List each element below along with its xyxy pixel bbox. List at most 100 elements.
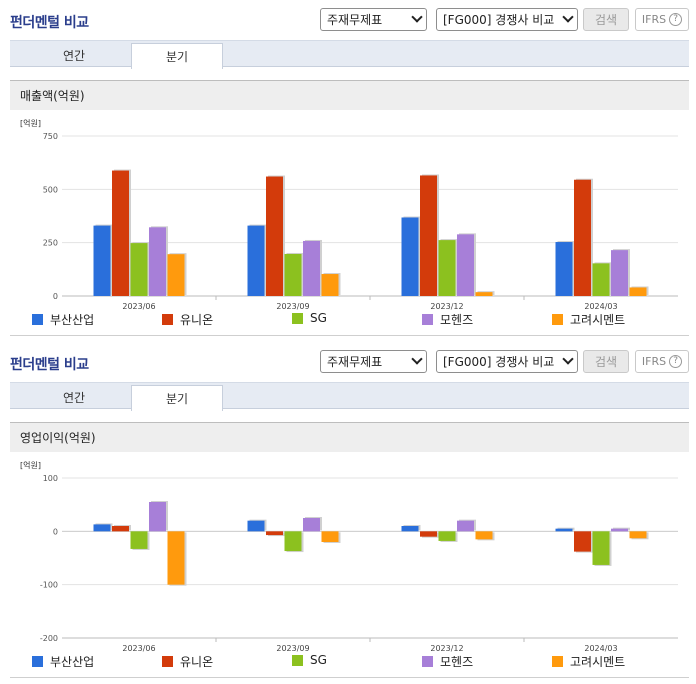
bar — [149, 502, 166, 532]
chart-header: 영업이익(억원) — [10, 422, 689, 452]
y-tick-label: 750 — [43, 132, 58, 141]
y-tick-label: -100 — [40, 581, 58, 590]
peer-select-value: [FG000] 경쟁사 비교 — [443, 355, 555, 369]
legend-item[interactable]: 고려시멘트 — [552, 311, 625, 328]
bar — [303, 518, 320, 532]
tab-annual[interactable]: 연간 — [62, 391, 86, 405]
legend-label: 고려시멘트 — [570, 655, 626, 669]
fundamental-section-revenue: 펀더멘털 비교 주재무제표 [FG000] 경쟁사 비교 검색 IFRS ? 연… — [10, 8, 689, 336]
fundamental-section-operating-profit: 펀더멘털 비교 주재무제표 [FG000] 경쟁사 비교 검색 IFRS ? 연… — [0, 342, 696, 684]
bar — [611, 250, 628, 296]
bar — [247, 225, 265, 296]
bar — [420, 531, 437, 537]
legend-label: 모헨즈 — [440, 655, 474, 669]
bar — [112, 170, 129, 296]
ifrs-label: IFRS — [641, 13, 667, 26]
bar — [149, 227, 166, 296]
legend-label: SG — [310, 311, 327, 325]
bar — [475, 531, 493, 540]
bar — [574, 531, 591, 552]
tab-quarterly[interactable]: 분기 — [131, 385, 223, 411]
chart-header: 매출액(억원) — [10, 80, 689, 110]
period-tabs: 연간 분기 — [10, 40, 689, 69]
legend-label: 고려시멘트 — [570, 313, 626, 327]
statement-select[interactable]: 주재무제표 — [320, 350, 427, 373]
bar — [93, 524, 111, 532]
y-tick-label: -200 — [40, 634, 58, 643]
legend-item[interactable]: SG — [292, 653, 327, 667]
bar — [303, 240, 320, 296]
section-title: 펀더멘털 비교 — [10, 357, 89, 373]
x-tick-label: 2024/03 — [584, 302, 617, 311]
bar — [130, 243, 148, 296]
x-tick-label: 2023/12 — [430, 644, 463, 653]
statement-select-value: 주재무제표 — [327, 13, 383, 27]
ifrs-label: IFRS — [641, 355, 667, 368]
legend-swatch — [32, 314, 43, 325]
x-tick-label: 2023/09 — [276, 644, 309, 653]
bar — [592, 531, 610, 565]
y-tick-label: 100 — [43, 474, 58, 483]
legend-item[interactable]: 유니온 — [162, 311, 213, 328]
bar — [93, 225, 111, 296]
legend-swatch — [292, 654, 303, 666]
search-button[interactable]: 검색 — [583, 8, 629, 31]
bar — [167, 254, 185, 296]
legend-item[interactable]: 부산산업 — [32, 653, 94, 670]
legend-label: 부산산업 — [50, 655, 95, 669]
legend-swatch — [162, 314, 173, 325]
bar — [475, 292, 493, 296]
statement-select[interactable]: 주재무제표 — [320, 8, 427, 31]
legend-swatch — [552, 656, 563, 667]
bar — [401, 217, 419, 296]
bar — [438, 240, 456, 296]
bar — [438, 531, 456, 541]
bar — [284, 531, 302, 552]
legend-swatch — [292, 312, 303, 324]
divider — [10, 335, 689, 336]
tab-quarterly[interactable]: 분기 — [131, 43, 223, 69]
y-tick-label: 0 — [53, 292, 58, 301]
bar — [266, 531, 283, 536]
bar — [629, 287, 647, 296]
bar — [555, 528, 573, 532]
legend-label: SG — [310, 653, 327, 667]
y-tick-label: 250 — [43, 239, 58, 248]
legend-swatch — [162, 656, 173, 667]
bar — [266, 176, 283, 296]
bar — [457, 234, 474, 296]
ifrs-button[interactable]: IFRS ? — [635, 350, 689, 373]
peer-select-value: [FG000] 경쟁사 비교 — [443, 13, 555, 27]
legend-item[interactable]: SG — [292, 311, 327, 325]
chart-legend: 부산산업 유니온 SG 모헨즈 고려시멘트 — [10, 311, 689, 331]
bar — [611, 528, 628, 532]
peer-select[interactable]: [FG000] 경쟁사 비교 — [436, 350, 578, 373]
ifrs-button[interactable]: IFRS ? — [635, 8, 689, 31]
revenue-bar-chart: 0 250 500 750 2023/06 2023/09 2023/12 2024/03 — [43, 132, 678, 311]
legend-item[interactable]: 모헨즈 — [422, 311, 473, 328]
legend-item[interactable]: 모헨즈 — [422, 653, 473, 670]
bar — [130, 531, 148, 549]
legend-item[interactable]: 고려시멘트 — [552, 653, 625, 670]
bar — [574, 179, 591, 296]
legend-swatch — [422, 656, 433, 667]
legend-swatch — [32, 656, 43, 667]
bar — [592, 263, 610, 296]
bar — [629, 531, 647, 539]
peer-select[interactable]: [FG000] 경쟁사 비교 — [436, 8, 578, 31]
period-tabs: 연간 분기 — [10, 382, 689, 411]
y-tick-label: 500 — [43, 185, 58, 194]
chart-legend: 부산산업 유니온 SG 모헨즈 고려시멘트 — [10, 653, 689, 673]
bar — [247, 520, 265, 532]
search-button[interactable]: 검색 — [583, 350, 629, 373]
help-icon: ? — [669, 355, 683, 368]
bar — [321, 531, 339, 542]
legend-item[interactable]: 유니온 — [162, 653, 213, 670]
legend-label: 유니온 — [180, 313, 214, 327]
bar — [401, 526, 419, 532]
x-tick-label: 2023/09 — [276, 302, 309, 311]
x-tick-label: 2023/06 — [122, 644, 155, 653]
tab-annual[interactable]: 연간 — [62, 49, 86, 63]
legend-item[interactable]: 부산산업 — [32, 311, 94, 328]
divider — [10, 677, 689, 678]
